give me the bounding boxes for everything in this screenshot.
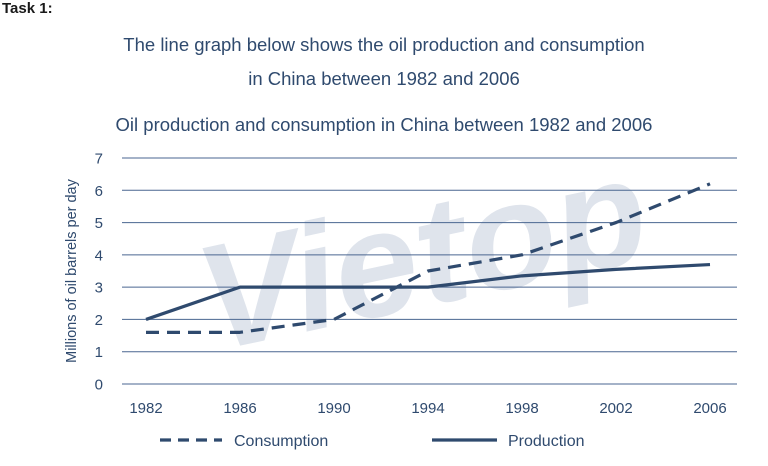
legend-label-consumption: Consumption xyxy=(234,433,328,450)
legend-label-production: Production xyxy=(508,433,585,450)
y-tick-6: 6 xyxy=(95,183,103,200)
legend: Consumption Production xyxy=(160,433,585,450)
task-label: Task 1: xyxy=(2,0,53,17)
x-tick-1990: 1990 xyxy=(317,400,350,417)
chart-title: Oil production and consumption in China … xyxy=(115,114,653,135)
y-tick-labels: 0 1 2 3 4 5 6 7 xyxy=(95,151,103,394)
y-axis-label: Millions of oil barrels per day xyxy=(64,178,80,362)
series-line-consumption xyxy=(146,182,711,334)
y-tick-0: 0 xyxy=(95,377,103,394)
x-tick-1994: 1994 xyxy=(411,400,444,417)
x-tick-2002: 2002 xyxy=(599,400,632,417)
x-tick-1982: 1982 xyxy=(129,400,162,417)
y-tick-2: 2 xyxy=(95,312,103,329)
series-lines xyxy=(145,182,711,334)
intro-text-line-2: in China between 1982 and 2006 xyxy=(248,68,520,89)
watermark: Vietop xyxy=(183,125,661,383)
x-tick-1998: 1998 xyxy=(505,400,538,417)
y-tick-7: 7 xyxy=(95,151,103,168)
x-tick-2006: 2006 xyxy=(693,400,726,417)
y-tick-4: 4 xyxy=(95,247,103,264)
x-tick-1986: 1986 xyxy=(223,400,256,417)
intro-text-line-1: The line graph below shows the oil produ… xyxy=(123,34,645,55)
y-tick-3: 3 xyxy=(95,280,103,297)
series-line-production xyxy=(145,262,711,321)
y-tick-5: 5 xyxy=(95,215,103,232)
x-tick-labels: 1982 1986 1990 1994 1998 2002 2006 xyxy=(129,400,726,417)
y-tick-1: 1 xyxy=(95,344,103,361)
